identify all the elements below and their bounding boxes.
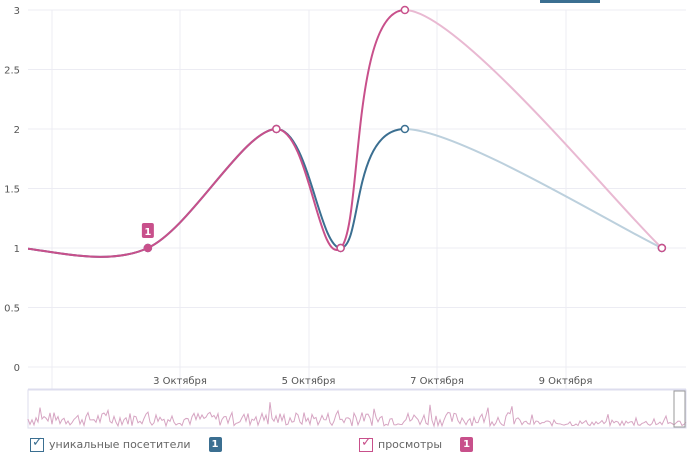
checkbox-unique[interactable]: ✓ bbox=[30, 434, 44, 452]
x-tick-label: 3 Октября bbox=[153, 376, 207, 387]
check-icon: ✓ bbox=[32, 434, 43, 450]
y-tick-label: 1 bbox=[14, 244, 20, 255]
navigator-series bbox=[27, 402, 687, 428]
series-line bbox=[28, 9, 405, 258]
data-point bbox=[400, 5, 410, 15]
checkbox-views[interactable]: ✓ bbox=[359, 434, 373, 452]
series-1 bbox=[28, 9, 663, 258]
x-tick-label: 9 Октября bbox=[539, 376, 593, 387]
top-button[interactable] bbox=[540, 0, 600, 3]
data-point bbox=[400, 124, 410, 134]
legend-label-views: просмотры bbox=[378, 438, 443, 451]
check-icon: ✓ bbox=[361, 434, 372, 450]
data-point bbox=[143, 243, 153, 253]
annotation-flag bbox=[141, 223, 154, 238]
x-tick-label: 5 Октября bbox=[282, 376, 336, 387]
data-point bbox=[272, 124, 281, 134]
y-tick-label: 0 bbox=[14, 363, 20, 374]
y-tick-label: 2.5 bbox=[4, 66, 20, 77]
y-tick-label: 3 bbox=[14, 6, 20, 17]
y-tick-label: 0.5 bbox=[4, 304, 20, 315]
y-tick-label: 1.5 bbox=[4, 185, 20, 196]
data-point bbox=[336, 243, 345, 253]
navigator-handle[interactable] bbox=[673, 390, 686, 428]
annotation-label: 1 bbox=[144, 227, 151, 238]
data-point bbox=[657, 243, 667, 253]
count-badge-views: 1 bbox=[460, 437, 474, 452]
legend-item-unique[interactable]: ✓ уникальные посетители 1 bbox=[30, 434, 222, 452]
series-line bbox=[28, 127, 405, 258]
line-chart: 0 0.5 1 1.5 2 2.5 3 3 Октября 5 Октября 7 Октября… bbox=[4, 5, 687, 429]
legend-label-unique: уникальные посетители bbox=[49, 438, 191, 451]
y-tick-label: 2 bbox=[14, 125, 20, 136]
series-line-incomplete bbox=[404, 128, 663, 249]
legend-item-views[interactable]: ✓ просмотры 1 bbox=[359, 434, 474, 452]
x-tick-label: 7 Октября bbox=[410, 376, 464, 387]
series-line-incomplete bbox=[404, 9, 663, 249]
count-badge-unique: 1 bbox=[208, 437, 222, 452]
